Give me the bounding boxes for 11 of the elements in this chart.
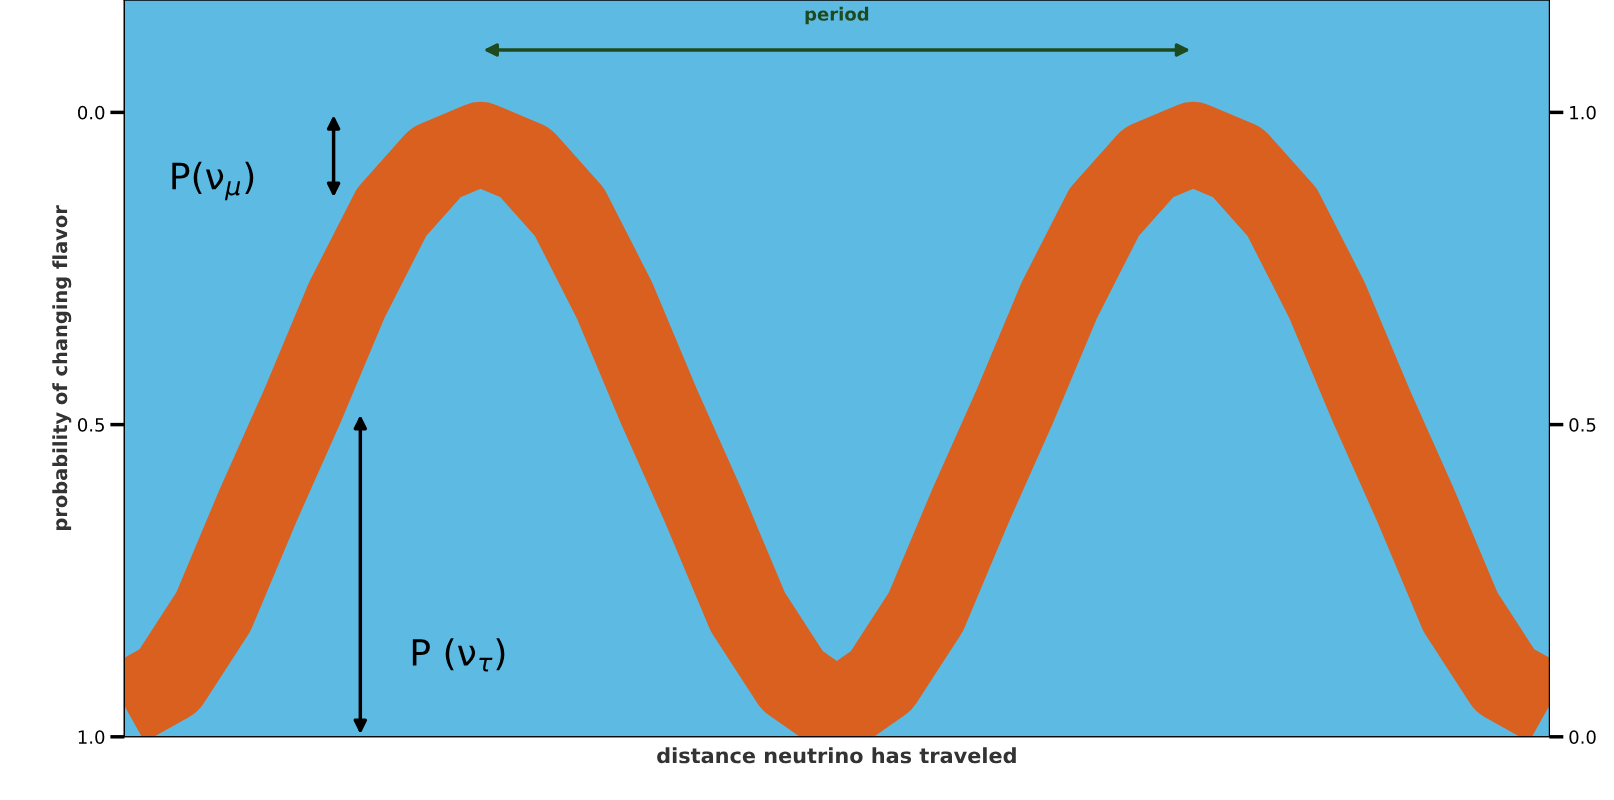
y-axis-title: probability of changing flavor bbox=[52, 205, 72, 530]
y-tick-label: 1.0 bbox=[78, 730, 105, 744]
annotation: P (ν$_{τ}$) bbox=[412, 638, 505, 672]
y2-tick-label: 1.0 bbox=[1570, 105, 1596, 120]
annotation: period bbox=[805, 6, 869, 25]
y-tick-label: 0.5 bbox=[78, 418, 104, 432]
y2-tick-label: 0.0 bbox=[1569, 730, 1596, 744]
x-axis-title: distance neutrino has traveled bbox=[657, 747, 1016, 764]
annotation: P(ν$_{μ}$) bbox=[172, 161, 254, 201]
y-tick-label: 0.0 bbox=[78, 105, 105, 120]
y2-tick-label: 0.5 bbox=[1569, 418, 1596, 432]
